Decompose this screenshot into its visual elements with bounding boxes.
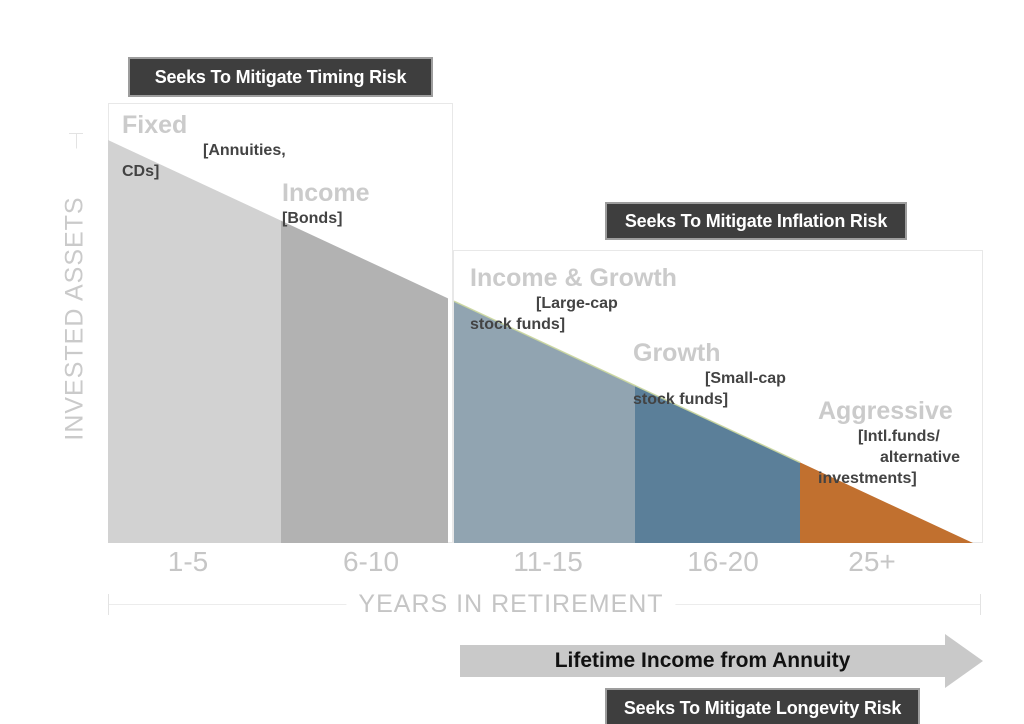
x-tick-label-11-15: 11-15 [513, 546, 583, 577]
segment-income-growth [454, 301, 635, 543]
segment-sub-line: [Small-cap [705, 370, 786, 387]
annuity-arrow-label: Lifetime Income from Annuity [554, 649, 851, 672]
segment-sub-line: [Large-cap [536, 295, 618, 312]
segment-label-growth: Growth [Small-cap stock funds] [633, 339, 786, 410]
segment-title-growth: Growth [633, 339, 721, 367]
segment-label-income: Income [Bonds] [282, 179, 370, 229]
x-tick-label-16-20: 16-20 [687, 546, 759, 577]
segment-income [281, 220, 448, 543]
annuity-arrow-head [945, 634, 983, 688]
segment-sub-line: stock funds] [633, 391, 729, 408]
y-axis-top-tick [69, 133, 83, 134]
segment-sub-line: investments] [818, 470, 917, 487]
annuity-arrow-body [460, 645, 945, 677]
x-tick-label-25plus: 25+ [848, 546, 896, 577]
segment-sub-line: alternative [880, 449, 961, 466]
hypotenuse-highlight-line [453, 300, 801, 464]
segment-sub-line: [Annuities, [203, 142, 286, 159]
y-axis-label: INVESTED ASSETS [58, 148, 92, 489]
segment-sub-line: [Intl.funds/ [858, 428, 940, 445]
timing-risk-box: Seeks To Mitigate Timing Risk [128, 57, 433, 97]
x-tick-label-1-5: 1-5 [167, 546, 209, 577]
segment-sub-line: stock funds] [470, 316, 566, 333]
segment-label-aggressive: Aggressive [Intl.funds/ alternative inve… [818, 397, 960, 489]
inflation-risk-box: Seeks To Mitigate Inflation Risk [605, 202, 907, 240]
segment-fixed [108, 140, 281, 543]
segment-growth [635, 385, 800, 543]
segment-title-aggressive: Aggressive [818, 397, 953, 425]
longevity-risk-box: Seeks To Mitigate Longevity Risk [605, 688, 920, 724]
longevity-risk-label: Seeks To Mitigate Longevity Risk [623, 697, 902, 718]
x-axis-label: YEARS IN RETIREMENT [346, 590, 676, 619]
timing-risk-label: Seeks To Mitigate Timing Risk [154, 66, 407, 87]
segment-aggressive [800, 462, 973, 543]
segment-title-income-growth: Income & Growth [470, 264, 677, 292]
triangle-segments [108, 140, 973, 543]
segment-label-fixed: Fixed [Annuities, CDs] [122, 111, 286, 182]
segment-title-fixed: Fixed [122, 111, 188, 139]
segment-sub-line: CDs] [122, 163, 160, 180]
segment-sub-line: [Bonds] [282, 210, 343, 227]
x-axis-right-tick [980, 594, 981, 615]
x-axis-left-tick [108, 594, 109, 615]
x-tick-label-6-10: 6-10 [342, 546, 400, 577]
segment-title-income: Income [282, 179, 370, 207]
inflation-risk-label: Seeks To Mitigate Inflation Risk [624, 210, 888, 231]
segment-label-income-growth: Income & Growth [Large-cap stock funds] [470, 264, 677, 335]
